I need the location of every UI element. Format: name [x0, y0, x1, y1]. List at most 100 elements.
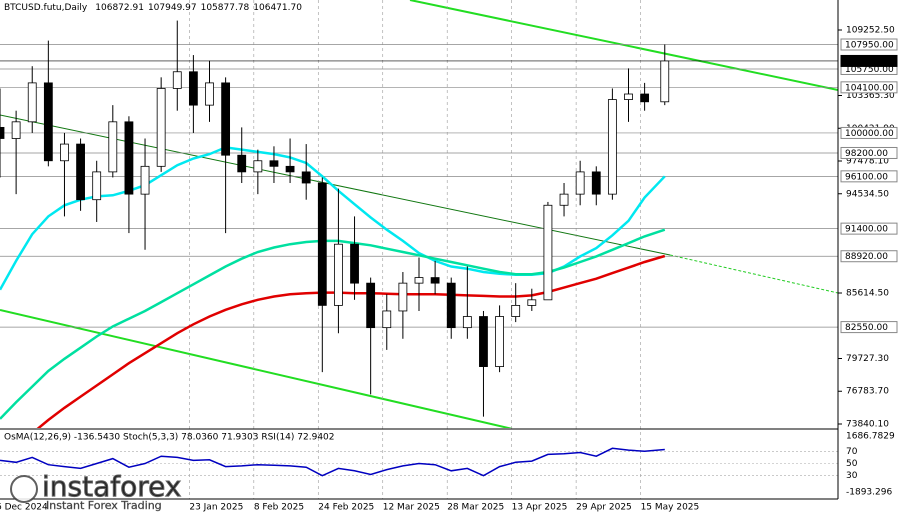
logo-tagline: Instant Forex Trading	[46, 499, 162, 512]
candle-body	[108, 121, 118, 173]
level-box	[840, 146, 898, 159]
candle-body	[398, 282, 408, 312]
x-tick-label: 12 Mar 2025	[383, 503, 440, 513]
logo-name: instaforex	[42, 470, 181, 503]
trend-extension	[669, 254, 838, 294]
axis: 6 Dec 2024 23 Jan 2025 8 Feb 2025 24 Feb 20…	[0, 26, 898, 513]
candle-body	[205, 82, 214, 106]
candle-body	[11, 121, 21, 139]
x-tick-label: 24 Feb 2025	[318, 503, 374, 513]
symbol: BTCUSD.futu,Daily 106872.91 107949.97 10587…	[4, 3, 302, 13]
level-box	[840, 81, 898, 94]
level-box	[840, 222, 898, 235]
y-tick-label: 79727.30	[846, 354, 889, 364]
ohlc: 106471.70	[253, 3, 302, 13]
logo: instaforex Instant Forex Trading	[10, 470, 182, 512]
indicator-tick-label: 30	[846, 471, 858, 481]
candle-body	[624, 93, 633, 100]
y-tick-label: 94534.50	[846, 189, 889, 199]
level-label: 96100.00	[845, 172, 888, 182]
x-tick-label: 8 Feb 2025	[254, 503, 304, 513]
candle-body	[430, 277, 440, 284]
candle-body	[156, 88, 166, 167]
candle-body	[462, 316, 472, 329]
candle-body	[124, 121, 134, 195]
x-tick-label: 23 Jan 2025	[189, 503, 243, 513]
level-box	[840, 54, 898, 67]
candle-body	[382, 310, 392, 329]
candle-body	[0, 126, 5, 139]
candle-body	[607, 99, 617, 195]
y-tick-label: 73840.10	[846, 419, 889, 429]
indicator-scale: -1893.296	[846, 488, 892, 498]
candle-body	[334, 243, 343, 306]
indicator-title: OsMA(12,26,9) -136.5430 Stoch(5,3,3) 78.…	[4, 433, 335, 443]
level-label: 88920.00	[845, 252, 888, 262]
level-box	[840, 321, 898, 334]
candle-body	[575, 171, 585, 195]
marks	[0, 20, 670, 428]
level-label: 98200.00	[845, 149, 888, 159]
candle-body	[140, 165, 150, 195]
candle-body	[446, 282, 456, 329]
candle-body	[253, 160, 263, 173]
candle-body	[237, 154, 247, 173]
candle-body	[640, 93, 650, 103]
level-label: 105750.00	[845, 65, 894, 75]
level-box	[840, 170, 898, 183]
ohlc: 107949.97	[148, 3, 197, 13]
y-tick-label: 85614.50	[846, 288, 889, 298]
level-box	[840, 38, 898, 51]
candle-body	[414, 277, 424, 284]
level-label: 106471.70	[845, 57, 894, 67]
candle-body	[511, 304, 521, 317]
candle-body	[479, 316, 488, 367]
y-tick-label: 103365.30	[846, 91, 895, 101]
candle-body	[172, 71, 182, 89]
candle-body	[60, 143, 69, 162]
level-box	[840, 250, 898, 263]
candle-body	[269, 160, 279, 167]
x-tick-label: 29 Apr 2025	[576, 503, 632, 513]
candle-body	[43, 82, 53, 162]
candle-body	[495, 316, 504, 367]
y-tick-label: 109252.50	[846, 26, 895, 36]
level-label: 104100.00	[845, 83, 894, 93]
candle-body	[660, 60, 670, 103]
candle-body	[366, 282, 376, 329]
symbol-name: BTCUSD.futu,Daily	[4, 3, 88, 13]
candle-body	[317, 182, 327, 306]
level-label: 100000.00	[845, 129, 894, 139]
candle-body	[92, 171, 102, 201]
candle-body	[591, 171, 601, 195]
x-tick-label: 13 Apr 2025	[512, 503, 568, 513]
level-label: 91400.00	[845, 225, 888, 235]
candle-body	[285, 165, 295, 173]
level-label: 82550.00	[845, 323, 888, 333]
candle-body	[27, 82, 37, 123]
candle-body	[527, 299, 537, 306]
y-tick-label: 76783.70	[846, 387, 889, 397]
rsi-line	[0, 447, 665, 477]
candle-body	[559, 193, 569, 206]
candle-body	[221, 82, 231, 156]
candle-body	[76, 143, 85, 201]
candle-body	[188, 71, 198, 106]
logo-icon	[10, 475, 38, 503]
channel-lower	[0, 309, 513, 428]
level-label: 107950.00	[845, 41, 894, 51]
ohlc: 106872.91	[95, 3, 144, 13]
candle-body	[301, 171, 311, 184]
x-tick-label: 15 May 2025	[641, 503, 700, 513]
candle-body	[350, 243, 359, 284]
indicator-scale: 1686.7829	[846, 432, 895, 442]
level-box	[840, 126, 898, 139]
y-tick-label: 97478.10	[846, 157, 889, 167]
ohlc: 105877.78	[201, 3, 250, 13]
x-tick-label: 6 Dec 2024	[0, 503, 48, 513]
x-tick-label: 28 Mar 2025	[447, 503, 504, 513]
indicator-tick-label: 70	[846, 447, 858, 457]
indicator-tick-label: 50	[846, 459, 858, 469]
